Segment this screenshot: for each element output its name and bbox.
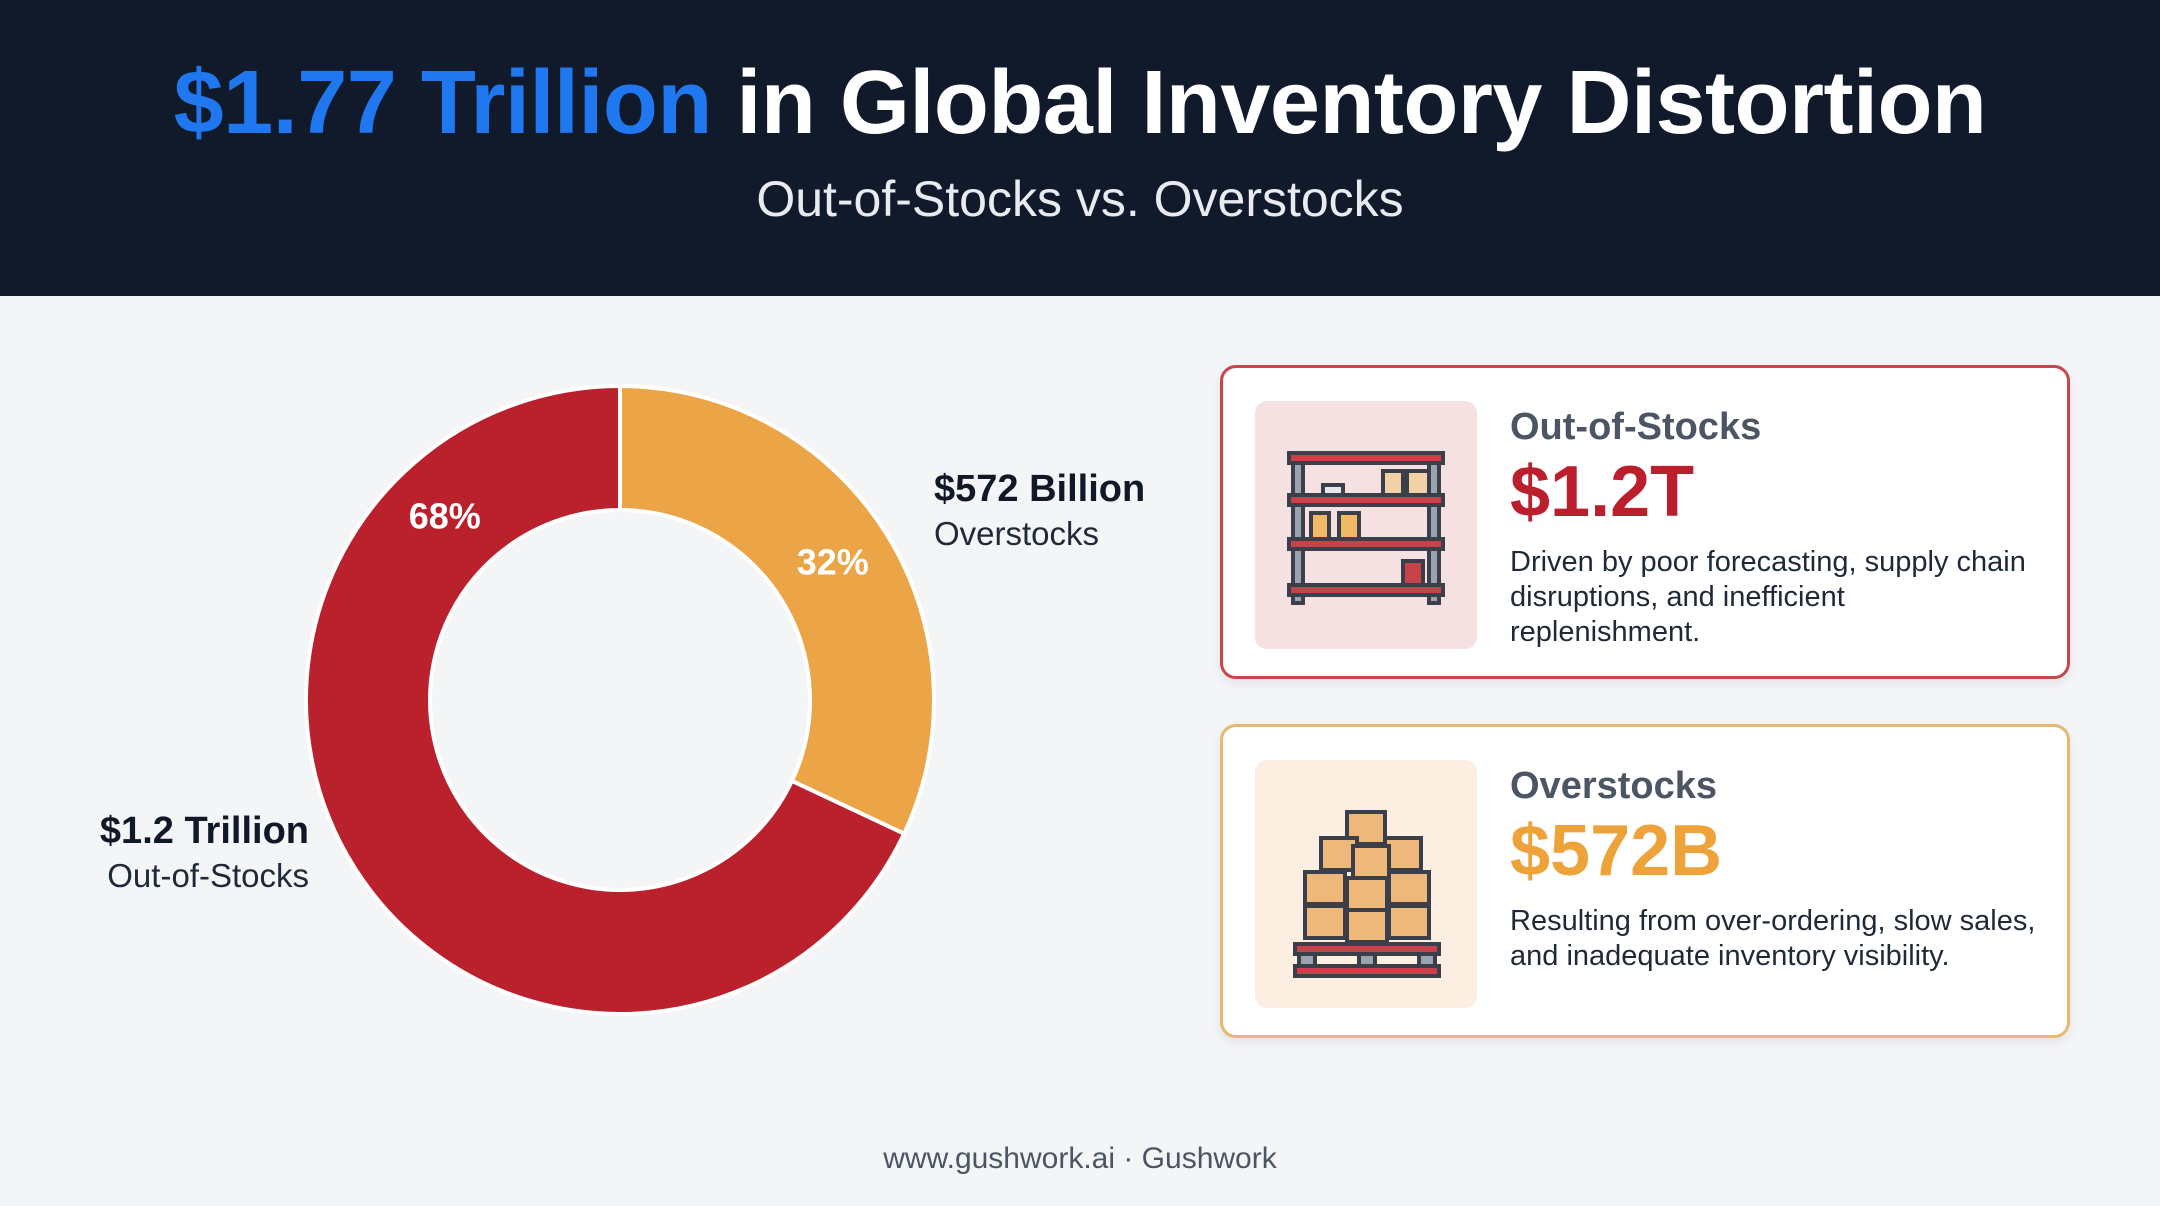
card-overstocks: Overstocks $572B Resulting from over-ord… bbox=[1220, 724, 2070, 1038]
title-rest: in Global Inventory Distortion bbox=[736, 53, 1987, 153]
data-label-overstocks: 32% bbox=[797, 541, 869, 582]
callout-overstocks: $572 Billion Overstocks bbox=[934, 468, 1145, 553]
card-out-of-stocks-description: Driven by poor forecasting, supply chain… bbox=[1510, 545, 2026, 649]
footer-credit: www.gushwork.ai · Gushwork bbox=[883, 1142, 1277, 1175]
callout-out-of-stocks-label: Out-of-Stocks bbox=[107, 857, 309, 894]
donut-chart: 32% 68% bbox=[304, 383, 936, 1016]
callout-out-of-stocks: $1.2 Trillion Out-of-Stocks bbox=[100, 810, 309, 895]
header-banner: $1.77 Trillion in Global Inventory Disto… bbox=[0, 0, 2160, 296]
card-out-of-stocks-value: $1.2T bbox=[1510, 452, 1695, 532]
slice-out-of-stocks bbox=[304, 383, 907, 1016]
empty-shelf-icon bbox=[1255, 401, 1477, 649]
card-overstocks-title: Overstocks bbox=[1510, 765, 1718, 807]
callout-overstocks-amount: $572 Billion bbox=[934, 468, 1146, 510]
callout-overstocks-label: Overstocks bbox=[934, 515, 1100, 552]
card-out-of-stocks-title: Out-of-Stocks bbox=[1510, 406, 1762, 448]
card-overstocks-value: $572B bbox=[1510, 811, 1723, 891]
page-subtitle: Out-of-Stocks vs. Overstocks bbox=[756, 171, 1404, 227]
title-highlight: $1.77 Trillion bbox=[173, 53, 713, 153]
callout-out-of-stocks-amount: $1.2 Trillion bbox=[99, 810, 309, 852]
card-overstocks-description: Resulting from over-ordering, slow sales… bbox=[1510, 904, 2036, 972]
slice-overstocks bbox=[618, 383, 936, 837]
data-label-out-of-stocks: 68% bbox=[409, 495, 481, 536]
box-pallet-icon bbox=[1255, 760, 1477, 1008]
card-out-of-stocks: Out-of-Stocks $1.2T Driven by poor forec… bbox=[1220, 365, 2070, 679]
page-title: $1.77 Trillion in Global Inventory Disto… bbox=[0, 52, 2160, 155]
